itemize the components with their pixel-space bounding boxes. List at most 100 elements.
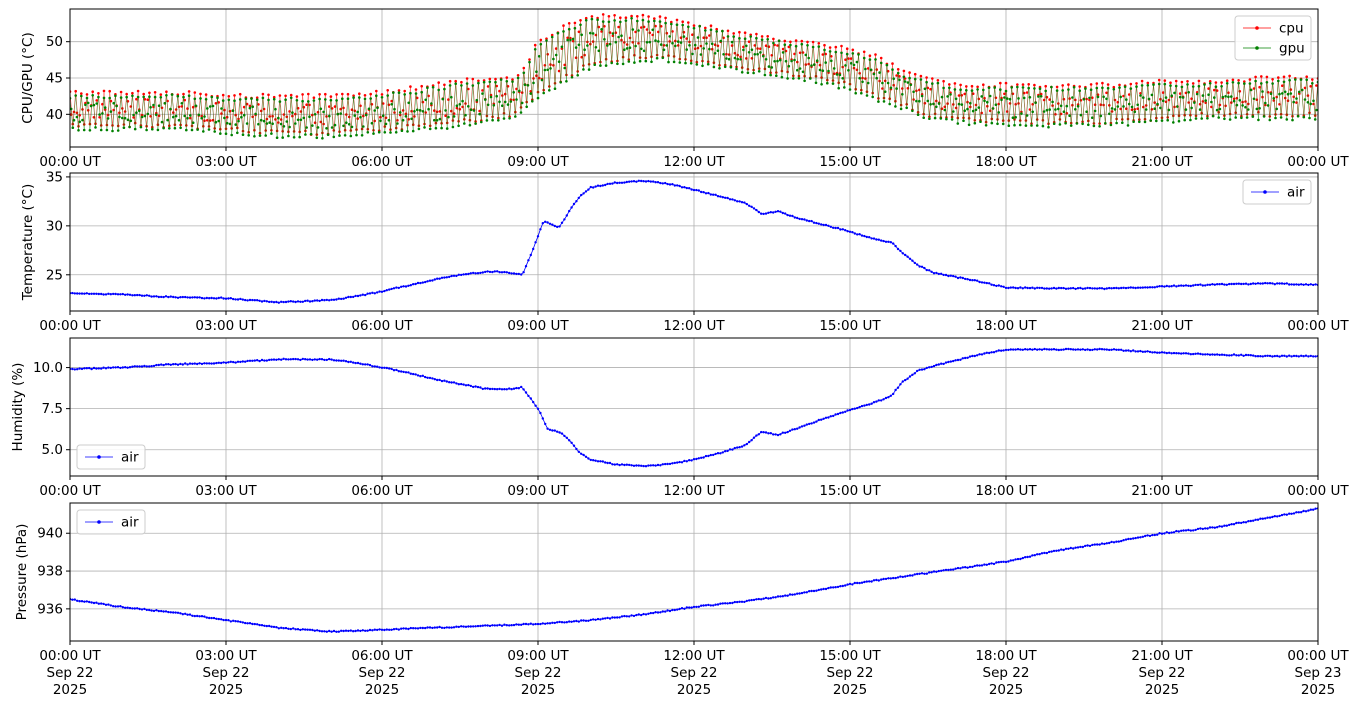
- data-point-gpu: [227, 98, 231, 102]
- data-point-air: [284, 300, 288, 304]
- data-point-air: [966, 566, 969, 569]
- data-point-gpu: [315, 136, 319, 140]
- data-point-cpu: [866, 67, 870, 70]
- data-point-air: [505, 388, 508, 391]
- data-point-air: [71, 291, 74, 295]
- data-point-air: [1062, 286, 1065, 290]
- data-point-air: [517, 623, 520, 626]
- data-point-air: [769, 597, 772, 600]
- data-point-air: [167, 295, 170, 299]
- data-point-gpu: [189, 114, 192, 117]
- data-point-air: [1271, 515, 1274, 519]
- data-point-air: [640, 464, 643, 467]
- data-point-air: [368, 363, 372, 367]
- data-point-gpu: [139, 125, 143, 129]
- data-point-air: [712, 193, 715, 196]
- data-point-air: [503, 388, 506, 391]
- data-point-air: [1180, 352, 1183, 355]
- data-point-air: [102, 293, 105, 296]
- data-point-gpu: [424, 98, 428, 102]
- data-point-air: [1259, 355, 1262, 358]
- data-point-cpu: [1119, 107, 1122, 111]
- data-point-air: [524, 622, 528, 626]
- data-point-gpu: [655, 56, 659, 60]
- data-point-air: [1055, 287, 1058, 290]
- data-point-air: [356, 629, 360, 632]
- x-tick-label: 21:00 UT: [1131, 483, 1193, 499]
- data-point-air: [380, 290, 384, 293]
- data-point-gpu: [1155, 119, 1158, 123]
- data-point-air: [236, 360, 240, 363]
- data-point-air: [647, 612, 650, 615]
- data-point-gpu: [149, 106, 152, 109]
- data-point-cpu: [1024, 119, 1028, 122]
- data-point-air: [1170, 352, 1173, 355]
- data-point-air: [248, 359, 252, 362]
- data-point-gpu: [984, 124, 988, 127]
- data-point-gpu: [1248, 82, 1252, 85]
- data-point-gpu: [474, 122, 477, 125]
- data-point-gpu: [387, 118, 391, 122]
- data-point-air: [1112, 348, 1116, 351]
- data-point-air: [1259, 517, 1262, 520]
- data-point-gpu: [633, 61, 636, 64]
- data-point-air: [822, 223, 825, 227]
- series-markers-gpu: [70, 17, 1318, 140]
- data-point-gpu: [1262, 115, 1266, 118]
- data-point-gpu: [800, 42, 804, 46]
- data-point-air: [337, 297, 340, 300]
- data-point-air: [536, 407, 540, 410]
- data-point-gpu: [118, 115, 121, 119]
- data-point-air: [1192, 529, 1195, 532]
- data-point-air: [1132, 286, 1135, 289]
- data-point-air: [697, 605, 700, 608]
- data-point-air: [220, 361, 223, 365]
- data-point-air: [892, 576, 895, 580]
- data-point-cpu: [1058, 118, 1062, 121]
- data-point-air: [289, 627, 292, 631]
- data-point-air: [1023, 556, 1027, 559]
- data-point-air: [318, 357, 321, 361]
- data-point-cpu: [174, 108, 178, 111]
- data-point-air: [760, 598, 763, 601]
- data-point-gpu: [460, 84, 463, 87]
- data-point-gpu: [631, 28, 635, 31]
- data-point-air: [1050, 550, 1053, 553]
- data-point-air: [1216, 283, 1219, 286]
- data-point-air: [330, 358, 333, 361]
- data-point-cpu: [1248, 78, 1252, 81]
- data-point-air: [510, 272, 513, 275]
- data-point-air: [78, 292, 81, 295]
- data-point-gpu: [302, 116, 306, 120]
- data-point-gpu: [962, 119, 965, 122]
- data-point-cpu: [1041, 119, 1045, 122]
- data-point-air: [1002, 285, 1005, 288]
- data-point-air: [138, 365, 141, 368]
- data-point-gpu: [535, 70, 538, 73]
- data-point-gpu: [452, 115, 456, 118]
- data-point-air: [1040, 348, 1044, 351]
- y-tick-label: 7.5: [42, 401, 63, 417]
- data-point-gpu: [918, 99, 921, 103]
- data-point-cpu: [1129, 82, 1133, 86]
- data-point-cpu: [312, 96, 316, 99]
- data-point-air: [162, 363, 165, 367]
- data-point-air: [539, 622, 542, 626]
- data-point-air: [551, 621, 554, 624]
- data-point-air: [608, 617, 612, 620]
- data-point-air: [383, 289, 386, 293]
- data-point-air: [162, 295, 165, 299]
- data-point-air: [392, 628, 396, 631]
- data-point-air: [220, 618, 223, 621]
- data-point-gpu: [1174, 84, 1178, 88]
- data-point-air: [1117, 540, 1121, 543]
- data-point-air: [820, 588, 823, 591]
- data-point-air: [836, 226, 840, 230]
- data-point-air: [1060, 548, 1063, 551]
- data-point-gpu: [1159, 106, 1162, 110]
- y-axis-title: Pressure (hPa): [14, 524, 30, 621]
- data-point-air: [1016, 287, 1020, 290]
- data-point-cpu: [868, 54, 872, 57]
- data-point-gpu: [1295, 97, 1298, 100]
- data-point-gpu: [1024, 124, 1028, 127]
